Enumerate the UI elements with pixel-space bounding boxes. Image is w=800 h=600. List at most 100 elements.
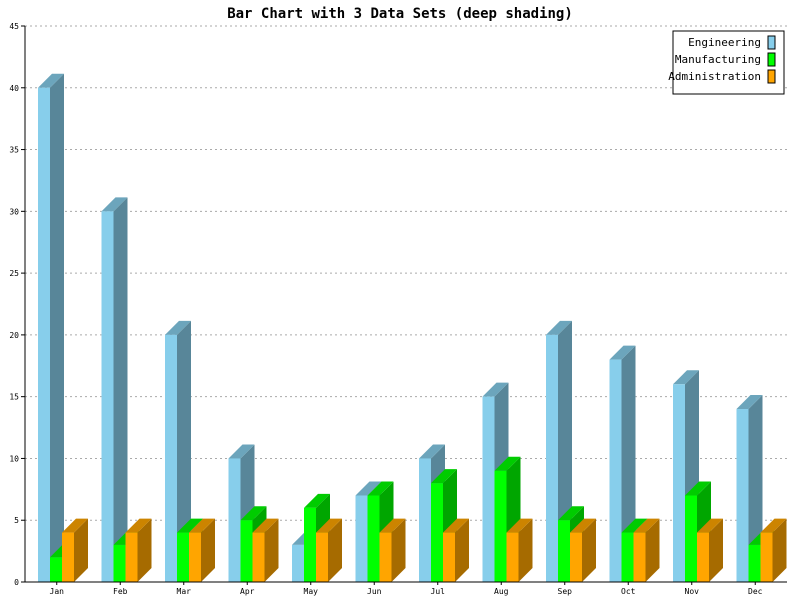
bar-top (189, 518, 215, 533)
axes: 0 5 10 15 20 25 30 35 40 45 Jan Feb Mar Apr May Jun Jul A… (9, 22, 787, 596)
bar-front (506, 532, 519, 582)
bar-top (367, 481, 394, 496)
bar (189, 518, 215, 582)
x-tick-label: Dec (748, 587, 763, 596)
bar (252, 518, 279, 582)
bar-front (736, 409, 749, 582)
bar-front (292, 544, 304, 582)
bars (38, 73, 787, 583)
y-tick-label: 20 (9, 331, 19, 340)
bar (443, 518, 469, 582)
bar-top (633, 518, 660, 533)
x-tick-label: May (304, 587, 319, 596)
bar-top (228, 444, 255, 459)
bar-top (355, 481, 382, 496)
bar-front (252, 532, 265, 582)
y-tick-label: 30 (9, 207, 19, 216)
bar-front (633, 532, 646, 582)
legend-swatch (767, 69, 776, 84)
bar-top (304, 493, 330, 508)
bar-side (201, 518, 215, 582)
legend-box (672, 30, 785, 95)
bar-top (62, 518, 88, 533)
bar (570, 518, 596, 582)
bar-front (621, 532, 634, 582)
bar-front (546, 334, 558, 582)
bar-side (518, 518, 533, 582)
legend-label: Manufacturing (675, 53, 761, 66)
x-tick-label: Feb (113, 587, 128, 596)
bar (165, 320, 191, 582)
bar-side (455, 518, 469, 582)
bar (38, 73, 64, 583)
bar (379, 518, 406, 582)
y-tick-label: 0 (14, 578, 19, 587)
bar-top (609, 345, 636, 360)
bar (62, 518, 88, 582)
bar-top (38, 73, 64, 88)
bar-front (494, 470, 507, 582)
legend-swatch (767, 52, 776, 67)
bar-front (125, 532, 138, 582)
x-tick-label: Oct (621, 587, 636, 596)
y-tick-label: 35 (9, 146, 19, 155)
bar-front (62, 532, 74, 582)
bar-side (772, 518, 787, 582)
bar-top (165, 320, 191, 335)
bar-side (74, 518, 88, 582)
bar (101, 197, 128, 583)
bar-top (621, 518, 648, 533)
bar-side (113, 197, 128, 583)
bar-front (431, 483, 443, 582)
x-tick-label: Aug (494, 587, 509, 596)
y-tick-label: 45 (9, 22, 19, 31)
bar-front (355, 495, 368, 582)
x-tick-label: Jan (50, 587, 65, 596)
x-tick-label: Jun (367, 587, 382, 596)
bar (697, 518, 723, 582)
bar-top (736, 395, 763, 410)
y-tick-label: 10 (9, 454, 19, 463)
bar-side (328, 518, 342, 582)
bar-side (137, 518, 152, 582)
bar (125, 518, 152, 582)
bar-top (494, 456, 521, 471)
bar-side (645, 518, 660, 582)
bar-top (379, 518, 406, 533)
bar-top (482, 382, 509, 397)
bar-front (443, 532, 455, 582)
bar-top (506, 518, 533, 533)
bar-top (125, 518, 152, 533)
bar (506, 518, 533, 582)
bar-front (101, 211, 114, 583)
legend-swatch (767, 35, 776, 50)
x-tick-label: Mar (177, 587, 192, 596)
bar-top (177, 518, 203, 533)
bar-front (685, 495, 697, 582)
bar-top (316, 518, 342, 533)
bar-front (240, 520, 253, 582)
bar-side (177, 320, 191, 582)
bar-front (482, 396, 495, 582)
y-tick-label: 25 (9, 269, 19, 278)
bar-top (443, 518, 469, 533)
bar-top (546, 320, 572, 335)
bar-front (760, 532, 773, 582)
legend-label: Administration (668, 70, 761, 83)
y-tick-label: 40 (9, 84, 19, 93)
x-tick-label: Sep (558, 587, 573, 596)
bar-front (419, 458, 431, 582)
chart-title: Bar Chart with 3 Data Sets (deep shading… (227, 6, 573, 22)
x-tick-label: Nov (685, 587, 700, 596)
grid-lines (25, 25, 787, 521)
legend-label: Engineering (688, 36, 761, 49)
bar-top (673, 370, 699, 385)
bar-top (101, 197, 128, 212)
bar-front (165, 334, 177, 582)
bar-top (697, 518, 723, 533)
bar-front (50, 557, 62, 582)
bar-side (264, 518, 279, 582)
bar-top (431, 469, 457, 484)
bar-front (379, 532, 392, 582)
